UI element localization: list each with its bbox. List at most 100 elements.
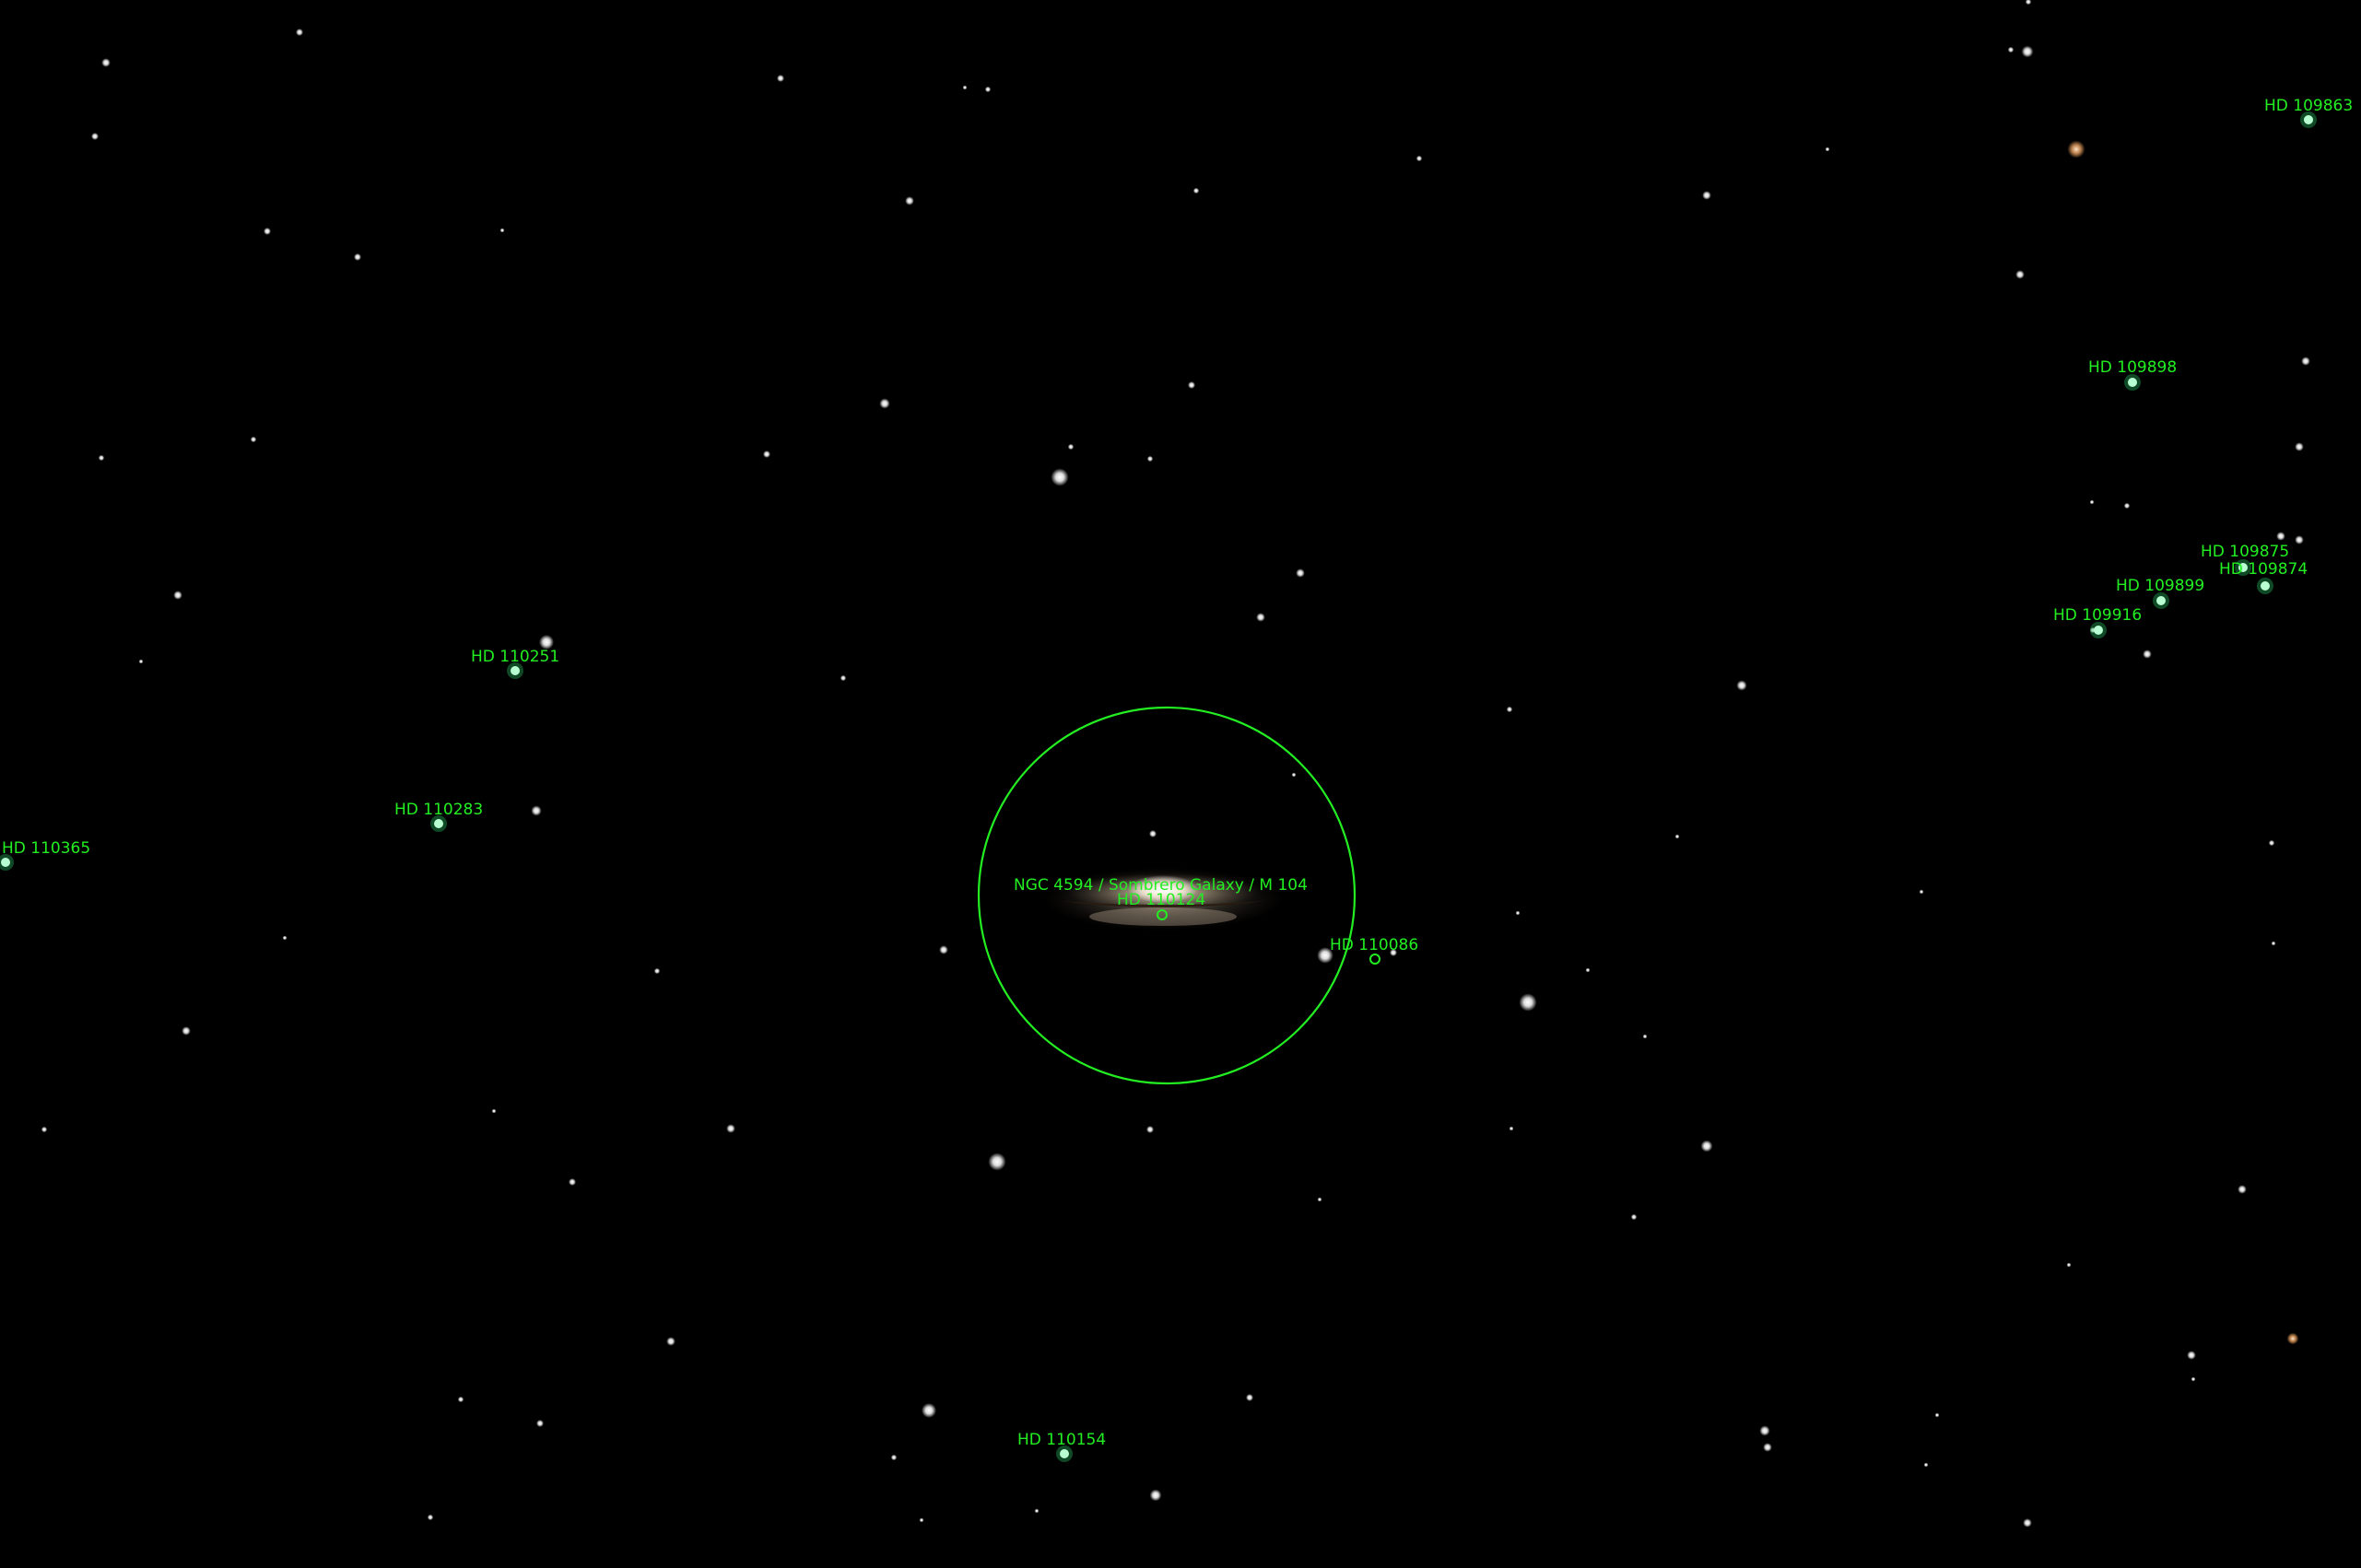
background-star	[1188, 381, 1195, 389]
background-star	[963, 86, 968, 90]
background-star	[1035, 1509, 1040, 1514]
background-star	[1643, 1035, 1648, 1039]
background-star	[666, 1337, 675, 1346]
background-star	[985, 87, 991, 92]
background-star	[99, 455, 104, 461]
background-star	[2272, 942, 2276, 946]
background-star	[1193, 188, 1199, 193]
star-label: HD 110154	[1017, 1431, 1106, 1449]
background-star	[536, 1420, 544, 1427]
background-star	[1759, 1425, 1769, 1435]
background-star	[920, 1518, 924, 1523]
highlighted-star[interactable]	[2261, 581, 2270, 591]
star-label: HD 110251	[471, 648, 559, 666]
background-star	[296, 29, 303, 36]
background-star	[2015, 270, 2025, 279]
background-star	[173, 591, 182, 600]
background-star	[1051, 468, 1068, 486]
background-star	[2269, 840, 2274, 846]
background-star	[1150, 1490, 1162, 1502]
background-star	[139, 660, 144, 664]
background-star	[1147, 456, 1153, 462]
star-label: HD 109898	[2088, 358, 2177, 377]
background-star	[1292, 773, 1297, 778]
background-star	[1586, 968, 1591, 973]
background-star	[1507, 707, 1512, 712]
highlighted-star[interactable]	[434, 819, 443, 828]
background-star	[264, 228, 271, 235]
background-star	[777, 75, 784, 82]
background-star	[2124, 503, 2130, 509]
star-label: HD 109875	[2201, 543, 2289, 561]
background-star	[1416, 156, 1422, 161]
background-star	[840, 675, 846, 681]
background-star	[1826, 147, 1830, 152]
background-star	[1675, 835, 1680, 839]
highlighted-star[interactable]	[2304, 115, 2313, 124]
background-star	[2295, 442, 2304, 451]
star-label: HD 110124	[1117, 891, 1205, 909]
background-star	[1920, 890, 1924, 895]
background-star	[1516, 911, 1521, 916]
star-label: HD 109863	[2264, 97, 2353, 115]
highlighted-star[interactable]	[511, 666, 520, 675]
star-label: HD 109916	[2053, 606, 2142, 625]
background-star	[2067, 1263, 2072, 1268]
background-star	[1068, 444, 1074, 450]
background-star	[428, 1515, 433, 1520]
background-star	[2287, 1333, 2299, 1345]
background-star	[988, 1153, 1005, 1170]
background-star	[2191, 1377, 2196, 1382]
background-star	[905, 196, 914, 205]
background-star	[1701, 1141, 1713, 1153]
background-star	[2276, 532, 2285, 541]
star-label: HD 110283	[394, 801, 483, 819]
star-label: HD 109899	[2116, 577, 2204, 595]
background-star	[2008, 47, 2014, 53]
background-star	[251, 437, 256, 442]
background-star	[654, 968, 660, 974]
background-star	[1318, 1198, 1322, 1202]
highlighted-star[interactable]	[2094, 626, 2103, 635]
background-star	[2301, 357, 2310, 366]
background-star	[2067, 140, 2085, 158]
star-label: HD 110365	[2, 839, 90, 858]
background-star	[2295, 535, 2304, 544]
background-star	[569, 1178, 576, 1186]
background-star	[354, 253, 361, 261]
background-star	[41, 1127, 47, 1132]
highlighted-star[interactable]	[1060, 1449, 1069, 1458]
background-star	[1763, 1443, 1772, 1452]
background-star	[1149, 830, 1157, 837]
background-star	[1631, 1214, 1637, 1220]
background-star	[1935, 1413, 1940, 1418]
highlighted-star[interactable]	[2156, 596, 2166, 605]
background-star	[891, 1455, 897, 1460]
background-star	[283, 936, 288, 941]
background-star	[458, 1397, 464, 1402]
background-star	[531, 805, 541, 815]
background-star	[879, 398, 889, 408]
background-star	[500, 228, 505, 233]
highlighted-star[interactable]	[1, 858, 10, 867]
background-star	[2143, 649, 2152, 659]
highlighted-star[interactable]	[2128, 378, 2137, 387]
background-star	[91, 133, 99, 140]
background-star	[1702, 191, 1711, 200]
background-star	[922, 1403, 936, 1418]
background-star	[101, 58, 111, 67]
background-star	[1146, 1126, 1154, 1133]
background-star	[2022, 46, 2034, 58]
background-star	[2238, 1185, 2247, 1194]
background-star	[2023, 1518, 2032, 1527]
star-label: HD 109874	[2219, 560, 2308, 579]
background-star	[2187, 1351, 2196, 1360]
background-star	[726, 1124, 735, 1133]
background-star	[2090, 500, 2095, 505]
background-star	[182, 1026, 191, 1036]
background-star	[1736, 680, 1746, 690]
background-star	[1246, 1394, 1253, 1401]
background-star	[1924, 1463, 1929, 1468]
